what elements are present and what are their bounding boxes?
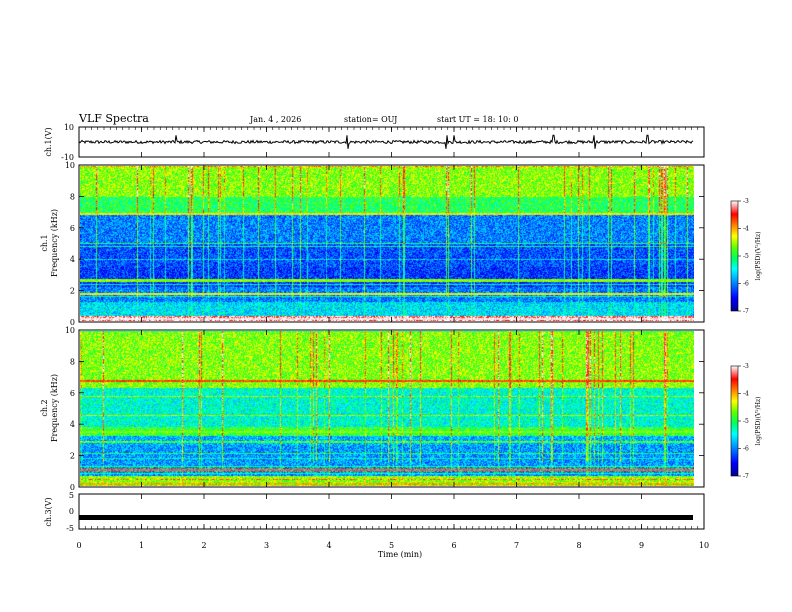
- xtick-label: 0: [76, 541, 81, 550]
- ch1-waveform-panel: 10 -10 ch.1(V): [44, 123, 705, 162]
- xtick-label: 1: [139, 541, 144, 550]
- xtick-label: 5: [389, 541, 394, 550]
- x-axis-label: Time (min): [378, 550, 422, 559]
- colorbar-tick-label: -3: [743, 363, 749, 370]
- xtick-label: 9: [639, 541, 644, 550]
- ch2-spectrogram-panel: 0 2 4 6 8 10 ch.2 Frequency (kHz): [40, 326, 705, 492]
- ch3-waveform-series: [79, 515, 693, 520]
- ch1-spectrogram-ylabel: Frequency (kHz): [50, 209, 59, 277]
- ch3-waveform-frame: [78, 493, 705, 530]
- ch1-yticks: 0 2 4 6 8 10: [65, 161, 704, 327]
- ytick-label: 8: [70, 357, 75, 366]
- ch1-spectrogram-panel: 0 2 4 6 8 10 ch.1 Frequency (kHz): [40, 161, 705, 327]
- ch1-ytick-bottom: -10: [61, 153, 74, 162]
- ch2-colorbar-label: log(PSD)(V²/Hz): [755, 397, 762, 446]
- ch1-ytick-top: 10: [64, 123, 74, 132]
- figure-title: VLF Spectra: [78, 112, 149, 125]
- colorbar-tick-label: -7: [743, 308, 749, 315]
- ytick-label: 4: [70, 255, 75, 264]
- ch1-waveform-series: [78, 134, 694, 149]
- ch2-spectrogram-channel-label: ch.2: [40, 399, 49, 416]
- ytick-label: 10: [65, 161, 75, 170]
- ytick-label: 8: [70, 192, 75, 201]
- header-date: Jan. 4 , 2026: [249, 115, 301, 124]
- colorbar-tick-label: -5: [743, 418, 749, 425]
- ytick-label: 6: [70, 224, 75, 233]
- xtick-label: 10: [699, 541, 709, 550]
- colorbar-tick-label: -3: [743, 198, 749, 205]
- ytick-label: 2: [70, 452, 75, 461]
- ytick-label: 10: [65, 326, 75, 335]
- ytick-label: 0: [70, 318, 75, 327]
- colorbar-tick-label: -4: [743, 391, 749, 398]
- colorbar-tick-label: -7: [743, 473, 749, 480]
- x-axis: 0 1 2 3 4 5 6 7 8 9 10: [76, 127, 709, 550]
- ytick-label: 0: [70, 483, 75, 492]
- xtick-label: 4: [326, 541, 331, 550]
- ch1-spectrogram-image: [80, 166, 694, 321]
- xtick-label: 8: [576, 541, 581, 550]
- xtick-label: 6: [451, 541, 456, 550]
- ch2-colorbar: -3 -4 -5 -6 -7 log(PSD)(V²/Hz): [730, 363, 762, 480]
- ch1-ylabel: ch.1(V): [44, 127, 53, 156]
- ch3-ytick-top: 5: [69, 491, 74, 500]
- header-station: station= OUJ: [344, 115, 397, 124]
- colorbar-tick-label: -6: [743, 281, 749, 288]
- ch2-spectrogram-image: [80, 331, 694, 486]
- xtick-label: 7: [514, 541, 519, 550]
- ch2-colorbar-ticks: -3 -4 -5 -6 -7: [738, 363, 749, 480]
- ch2-colorbar-ramp: [730, 365, 739, 477]
- ch3-ytick-mid: 0: [69, 507, 74, 516]
- header-start: start UT = 18: 10: 0: [437, 115, 518, 124]
- colorbar-tick-label: -6: [743, 446, 749, 453]
- ch3-ylabel: ch.3(V): [44, 497, 53, 526]
- ch1-colorbar-ticks: -3 -4 -5 -6 -7: [738, 198, 749, 315]
- ch1-colorbar-label: log(PSD)(V²/Hz): [755, 232, 762, 281]
- ch1-colorbar: -3 -4 -5 -6 -7 log(PSD)(V²/Hz): [730, 198, 762, 315]
- ytick-label: 2: [70, 287, 75, 296]
- xtick-label: 3: [264, 541, 269, 550]
- xtick-label: 2: [201, 541, 206, 550]
- ch3-ytick-bottom: -5: [66, 524, 74, 533]
- ch1-colorbar-ramp: [730, 200, 739, 312]
- ytick-label: 4: [70, 420, 75, 429]
- colorbar-tick-label: -5: [743, 253, 749, 260]
- ch2-yticks: 0 2 4 6 8 10: [65, 326, 704, 492]
- ch1-spectrogram-channel-label: ch.1: [40, 234, 49, 251]
- colorbar-tick-label: -4: [743, 226, 749, 233]
- ch2-spectrogram-ylabel: Frequency (kHz): [50, 374, 59, 442]
- ytick-label: 6: [70, 389, 75, 398]
- ch3-waveform-panel: 5 0 -5 ch.3(V): [44, 491, 705, 533]
